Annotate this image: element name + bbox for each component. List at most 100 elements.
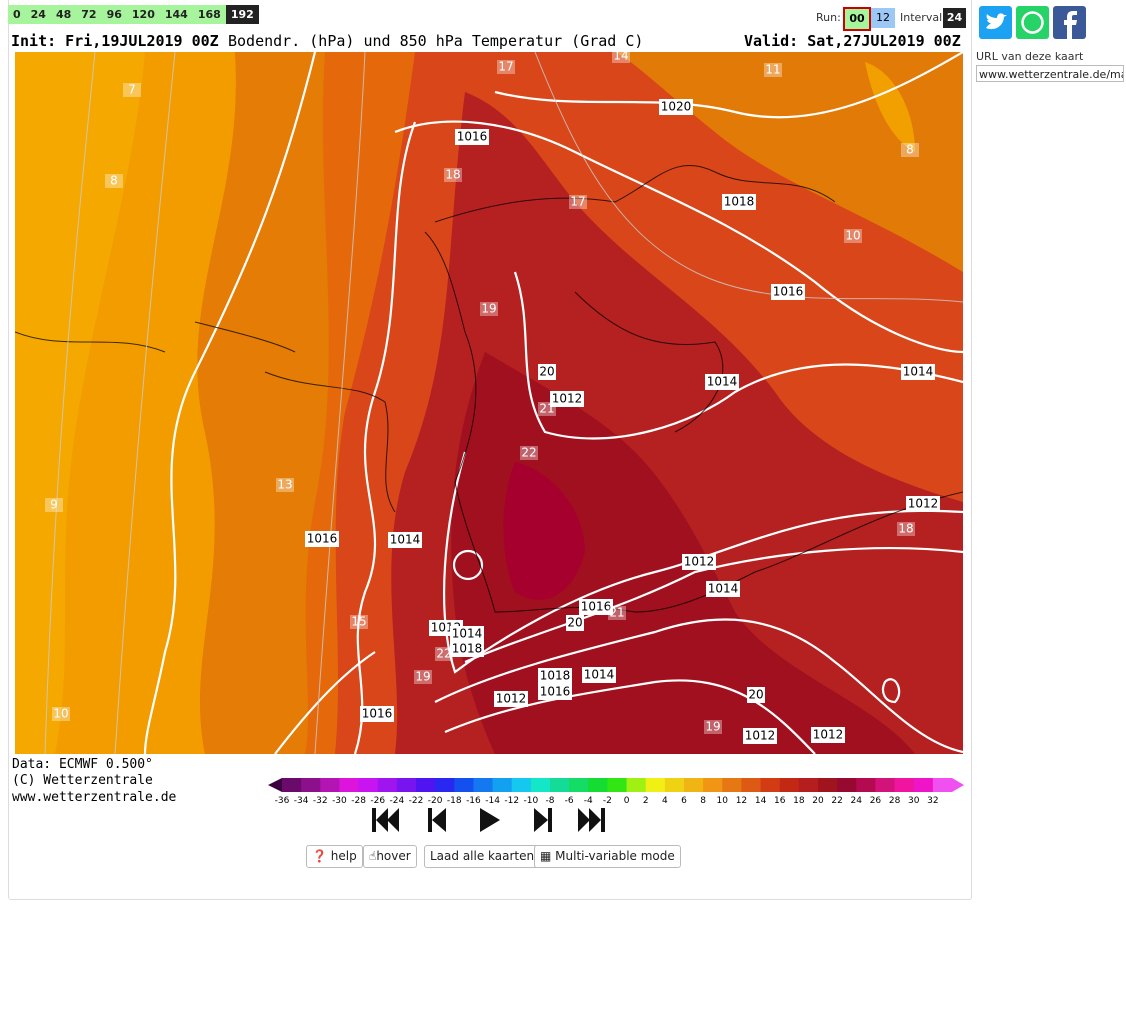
temperature-label-box — [350, 615, 368, 629]
help-button[interactable]: ❓ help — [306, 845, 363, 868]
colorbar-swatch — [569, 778, 589, 792]
isobar-label: 1012 — [684, 555, 715, 569]
run-option[interactable]: 12 — [871, 8, 895, 28]
isobar-label: 1014 — [584, 668, 615, 682]
colorbar-swatch — [626, 778, 647, 792]
temperature-label-box — [276, 478, 294, 492]
temperature-label: 10 — [845, 229, 860, 243]
colorbar-label: 0 — [624, 796, 630, 806]
label: Multi-variable mode — [555, 849, 675, 863]
colorbar-swatch — [416, 778, 436, 792]
isobar-label: 1016 — [540, 685, 571, 699]
map-title: Bodendr. (hPa) und 850 hPa Temperatur (G… — [228, 32, 644, 50]
colorbar-swatch — [454, 778, 474, 792]
colorbar-swatch — [320, 778, 340, 792]
load-all-button[interactable]: Laad alle kaarten — [424, 845, 541, 868]
hour-button[interactable]: 192 — [225, 5, 259, 24]
isobar-label: 1012 — [496, 692, 527, 706]
first-button[interactable] — [372, 808, 399, 832]
panel — [8, 0, 972, 900]
prev-button[interactable] — [428, 808, 446, 832]
temperature-label: 17 — [570, 195, 585, 209]
hour-button[interactable]: 48 — [50, 5, 77, 24]
copyright: (C) Wetterzentrale — [12, 773, 153, 788]
colorbar-label: 12 — [736, 796, 747, 806]
init-date: Init: Fri,19JUL2019 00Z — [11, 32, 219, 50]
site: www.wetterzentrale.de — [12, 790, 177, 805]
temperature-label-box — [497, 60, 515, 74]
temperature-label-box — [901, 143, 919, 157]
colorbar-swatch — [703, 778, 723, 792]
colorbar-label: -36 — [275, 796, 290, 806]
colorbar-swatch — [779, 778, 800, 792]
temperature-label: 15 — [351, 615, 366, 629]
isobar-label: 1012 — [813, 728, 844, 742]
hour-button[interactable]: 120 — [126, 5, 160, 24]
social-icons — [979, 6, 1086, 39]
isobar-label-box — [906, 496, 940, 512]
hour-button[interactable]: 144 — [159, 5, 193, 24]
isobar-label-box — [705, 374, 739, 390]
hour-button[interactable]: 96 — [101, 5, 127, 24]
colorbar-swatch — [339, 778, 360, 792]
last-button[interactable] — [578, 808, 605, 832]
colorbar-label: -22 — [409, 796, 424, 806]
temperature-label: 18 — [445, 168, 460, 182]
temperature-label-box — [764, 63, 782, 77]
colorbar-swatch — [684, 778, 704, 792]
hover-button[interactable]: ☝hover — [363, 845, 417, 868]
colorbar-label: -28 — [351, 796, 366, 806]
isobar-label-box — [538, 364, 556, 380]
isobar-label-box — [566, 615, 584, 631]
temperature-label: 21 — [609, 606, 624, 620]
colorbar-label: -32 — [313, 796, 328, 806]
colorbar-label: 28 — [889, 796, 901, 806]
hour-button[interactable]: 0 — [8, 5, 26, 24]
play-button[interactable] — [480, 808, 500, 832]
colorbar-label: -10 — [524, 796, 539, 806]
url-input[interactable]: www.wetterzentrale.de/map — [976, 65, 1124, 82]
whatsapp-button[interactable] — [1016, 6, 1049, 39]
colorbar-label: 20 — [812, 796, 824, 806]
multi-variable-button[interactable]: ▦ Multi-variable mode — [534, 845, 681, 868]
next-button[interactable] — [534, 808, 552, 832]
colorbar-swatch — [268, 778, 282, 792]
isobar-label-box — [747, 687, 765, 703]
temperature-label: 11 — [765, 63, 780, 77]
colorbar-label: -24 — [390, 796, 405, 806]
colorbar-label: 10 — [717, 796, 729, 806]
temperature-label: 7 — [128, 83, 136, 97]
isobar-label-box — [811, 727, 845, 743]
isobar-label: 1014 — [390, 533, 421, 547]
run-label: Run: — [816, 11, 841, 24]
colorbar-swatch — [435, 778, 455, 792]
colorbar-label: 14 — [755, 796, 767, 806]
temperature-label: 14 — [613, 52, 628, 63]
isobar-label-box — [450, 626, 484, 642]
colorbar-label: -14 — [485, 796, 500, 806]
colorbar-label: 16 — [774, 796, 786, 806]
temperature-label-box — [123, 83, 141, 97]
colorbar-swatch — [282, 778, 302, 792]
colorbar-swatch — [760, 778, 781, 792]
temperature-label-box — [435, 647, 453, 661]
temperature-label-box — [897, 522, 915, 536]
temperature-label-box — [105, 174, 123, 188]
colorbar-label: -8 — [546, 796, 555, 806]
colorbar-label: 30 — [908, 796, 920, 806]
label: Laad alle kaarten — [430, 849, 535, 863]
temperature-label: 17 — [498, 60, 513, 74]
colorbar-swatch — [798, 778, 819, 792]
colorbar-swatch — [913, 778, 934, 792]
interval-value[interactable]: 24 — [943, 8, 966, 28]
temperature-label-box — [844, 229, 862, 243]
isobar-label: 1018 — [452, 642, 483, 656]
isobar-label: 1014 — [708, 582, 739, 596]
hour-button[interactable]: 168 — [192, 5, 226, 24]
isobar-label: 1012 — [908, 497, 939, 511]
run-option[interactable]: 00 — [843, 7, 871, 31]
temperature-label-box — [414, 670, 432, 684]
hour-button[interactable]: 72 — [76, 5, 102, 24]
hour-button[interactable]: 24 — [25, 5, 51, 24]
isobar-label-box — [659, 99, 693, 115]
